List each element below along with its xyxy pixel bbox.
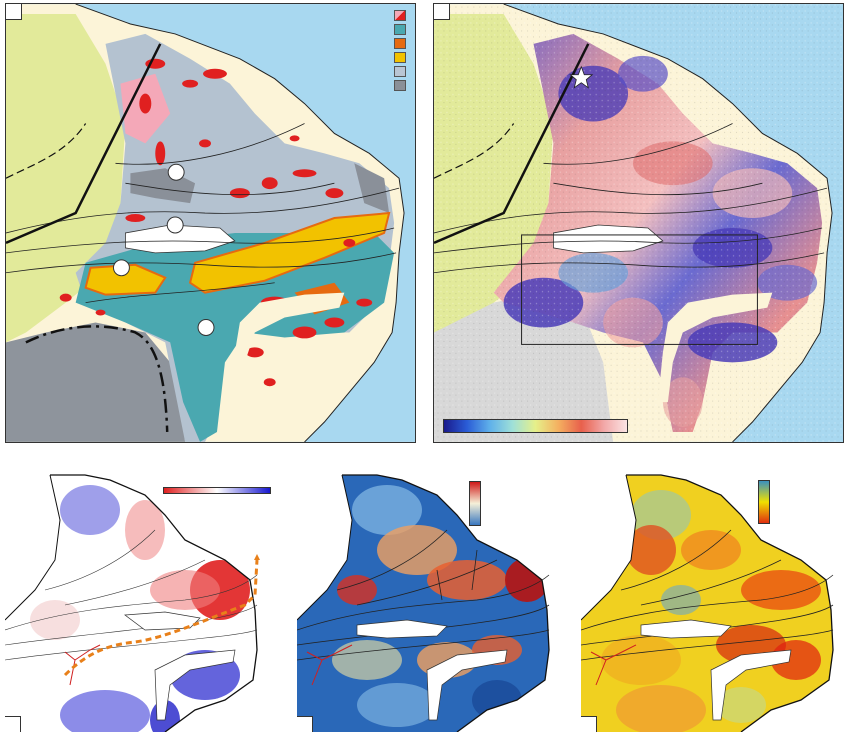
panel-geology-map — [5, 3, 416, 443]
legend-swatch-unit-2 — [394, 24, 406, 35]
white-inlet — [553, 224, 664, 254]
dashed-boundary — [25, 325, 169, 433]
coastline — [342, 474, 550, 732]
red-intrusions — [59, 58, 373, 387]
white-inlet — [154, 649, 236, 721]
panel-corner-mark — [5, 716, 21, 732]
coastline — [626, 474, 834, 732]
panel-heat-map — [433, 3, 844, 443]
white-inlet — [640, 619, 732, 639]
legend-swatch-unit-6 — [394, 80, 406, 91]
anomaly-map-svg — [581, 474, 834, 732]
panel-anomaly-map-d — [297, 470, 572, 732]
coastline — [75, 4, 405, 442]
legend-swatch-unit-1 — [394, 10, 406, 21]
major-shear-zone — [6, 43, 162, 245]
white-inlet — [356, 619, 448, 639]
white-inlet — [426, 649, 508, 721]
sample-site — [167, 163, 185, 181]
colorbar — [469, 481, 481, 526]
star-marker — [569, 65, 594, 89]
anomaly-map-svg — [297, 474, 550, 732]
legend-swatch-unit-3 — [394, 38, 406, 49]
dashed-boundary — [6, 123, 87, 179]
sample-sites — [112, 163, 215, 336]
gray-patch — [354, 163, 390, 214]
white-inlet — [657, 292, 773, 403]
sample-site — [197, 319, 215, 336]
white-inlet — [710, 649, 792, 721]
anomaly-map-svg — [5, 474, 260, 732]
panel-corner-mark — [297, 716, 313, 732]
white-inlet — [229, 292, 345, 403]
panel-corner-mark — [434, 4, 450, 20]
legend-swatch-unit-5 — [394, 66, 406, 77]
colorbar — [443, 419, 628, 433]
red-river-trace — [590, 644, 637, 686]
colorbar — [758, 480, 770, 524]
geology-map-svg — [6, 4, 415, 442]
sample-site — [112, 259, 130, 277]
yellow-belt — [84, 263, 167, 296]
profile-arrow — [254, 554, 260, 560]
geology-legend — [394, 10, 408, 100]
panel-corner-mark — [6, 4, 22, 20]
panel-anomaly-map-e — [581, 470, 849, 732]
coastline — [50, 474, 258, 732]
heat-map-svg — [434, 4, 843, 442]
red-river-trace — [306, 644, 353, 686]
colorbar — [163, 487, 271, 494]
gray-basin — [6, 322, 186, 442]
study-area-box — [521, 234, 758, 345]
red-river-trace — [64, 644, 101, 686]
panel-corner-mark — [581, 716, 597, 732]
fault-lines — [6, 123, 400, 304]
sample-site — [166, 216, 184, 234]
panel-anomaly-map-c — [5, 470, 286, 732]
legend-swatch-unit-4 — [394, 52, 406, 63]
yellow-belt — [188, 211, 391, 294]
